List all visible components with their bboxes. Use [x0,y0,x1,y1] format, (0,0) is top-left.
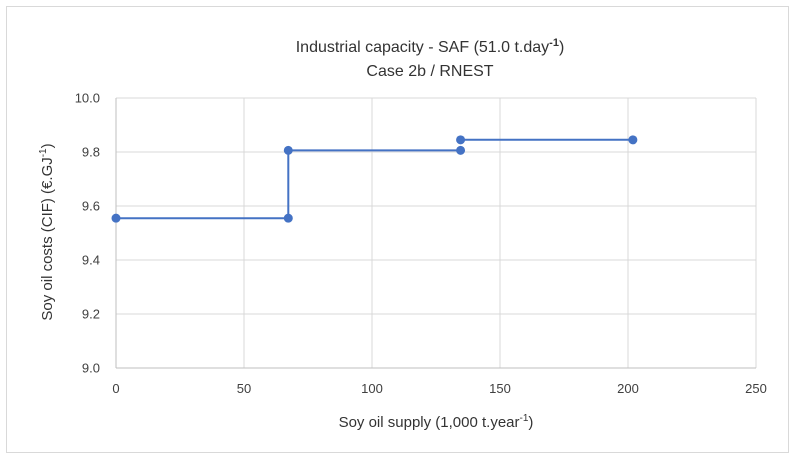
y-tick-label: 9.4 [82,253,100,268]
x-tick-label: 150 [489,381,511,396]
y-tick-label: 10.0 [75,91,100,106]
x-tick-label: 50 [237,381,251,396]
data-point [283,145,293,155]
data-point [456,135,466,145]
chart-frame [6,6,789,453]
x-tick-label: 100 [361,381,383,396]
y-axis-title: Soy oil costs (CIF) (€.GJ-1) [38,143,56,320]
tick-labels: 9.0 9.2 9.4 9.6 9.8 10.0 0 50 100 150 200 250 [75,91,767,397]
data-point [628,135,638,145]
y-tick-label: 9.8 [82,145,100,160]
data-point [456,145,466,155]
x-axis-title: Soy oil supply (1,000 t.year-1) [339,413,534,431]
gridlines [115,97,757,369]
chart-title-line2: Case 2b / RNEST [366,63,493,80]
x-tick-label: 0 [112,381,119,396]
series-layer [111,135,638,223]
series-line [116,149,461,220]
y-tick-label: 9.2 [82,307,100,322]
y-tick-label: 9.0 [82,361,100,376]
x-tick-label: 250 [745,381,767,396]
data-point [111,213,121,223]
x-tick-label: 200 [617,381,639,396]
data-point [283,213,293,223]
y-tick-label: 9.6 [82,199,100,214]
chart-title-line1: Industrial capacity - SAF (51.0 t.day-1) [296,37,565,56]
